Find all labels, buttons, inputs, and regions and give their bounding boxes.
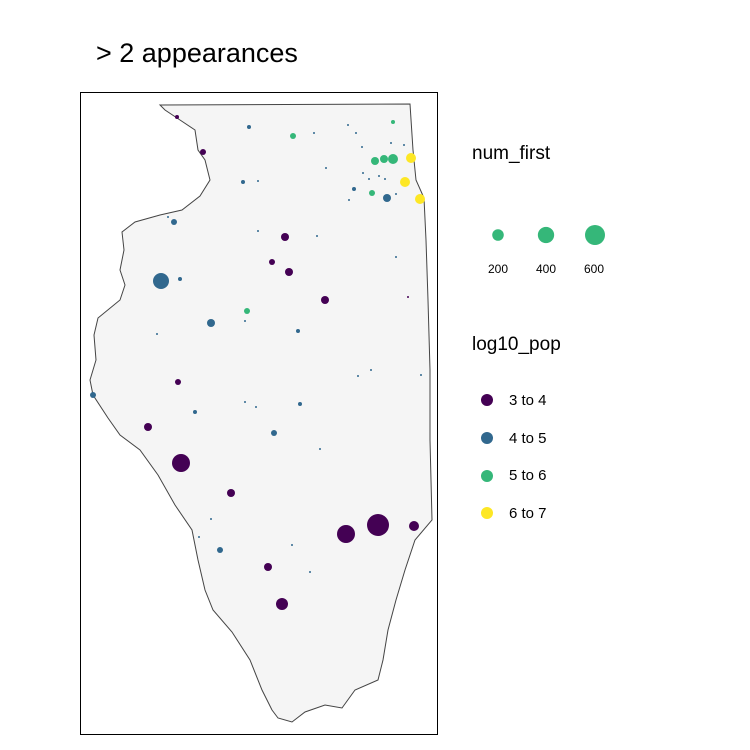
city-point [368, 178, 370, 180]
city-point [348, 199, 350, 201]
color-legend-label: 4 to 5 [509, 430, 547, 447]
city-point [298, 402, 302, 406]
city-point [316, 235, 318, 237]
city-point [290, 133, 296, 139]
color-legend-swatch [481, 394, 493, 406]
city-point [200, 149, 206, 155]
city-point [244, 308, 250, 314]
city-point [370, 369, 372, 371]
city-point [198, 536, 200, 538]
city-point [281, 233, 289, 241]
city-point [325, 167, 327, 169]
page-title: > 2 appearances [96, 38, 298, 68]
city-point [352, 187, 356, 191]
city-point [217, 547, 223, 553]
city-point [390, 142, 392, 144]
city-point [167, 216, 169, 218]
city-point [171, 219, 177, 225]
city-point [175, 115, 179, 119]
city-point [172, 454, 190, 472]
city-point [285, 268, 293, 276]
city-point [257, 230, 259, 232]
city-point [395, 193, 397, 195]
size-legend-label: 600 [583, 262, 605, 276]
size-legend-circle [492, 229, 504, 241]
city-point [291, 544, 293, 546]
city-point [255, 406, 257, 408]
city-point [319, 448, 321, 450]
color-legend-label: 3 to 4 [509, 392, 547, 409]
city-point [244, 401, 246, 403]
city-point [156, 333, 158, 335]
city-point [415, 194, 425, 204]
size-legend-circle [537, 226, 555, 244]
city-point [383, 194, 391, 202]
city-point [321, 296, 329, 304]
size-legend [492, 225, 605, 245]
size-legend-title: num_first [472, 143, 551, 164]
color-legend-swatch [481, 432, 493, 444]
city-point [420, 374, 422, 376]
city-point [347, 124, 349, 126]
city-point [384, 178, 386, 180]
city-point [257, 180, 259, 182]
city-point [369, 190, 375, 196]
city-point [175, 379, 181, 385]
city-point [400, 177, 410, 187]
city-point [391, 120, 395, 124]
city-point [193, 410, 197, 414]
city-point [269, 259, 275, 265]
city-point [153, 273, 169, 289]
city-point [388, 154, 398, 164]
city-point [380, 155, 388, 163]
city-point [378, 175, 380, 177]
city-point [361, 146, 363, 148]
city-point [337, 525, 355, 543]
city-point [309, 571, 311, 573]
city-point [227, 489, 235, 497]
city-point [403, 144, 405, 146]
city-point [241, 180, 245, 184]
city-point [407, 296, 409, 298]
city-point [247, 125, 251, 129]
city-point [406, 153, 416, 163]
city-point [271, 430, 277, 436]
city-point [210, 518, 212, 520]
city-point [264, 563, 272, 571]
color-legend-label: 5 to 6 [509, 467, 547, 484]
city-point [144, 423, 152, 431]
size-legend-circle [585, 225, 605, 245]
city-point [276, 598, 288, 610]
color-legend-title: log10_pop [472, 334, 561, 355]
city-point [296, 329, 300, 333]
city-point [313, 132, 315, 134]
city-point [371, 157, 379, 165]
city-point [90, 392, 96, 398]
city-point [409, 521, 419, 531]
color-legend-label: 6 to 7 [509, 505, 547, 522]
city-point [244, 320, 246, 322]
city-point [362, 172, 364, 174]
city-point [367, 514, 389, 536]
size-legend-label: 200 [487, 262, 509, 276]
color-legend [481, 394, 493, 519]
color-legend-swatch [481, 507, 493, 519]
city-point [357, 375, 359, 377]
color-legend-swatch [481, 470, 493, 482]
city-point [178, 277, 182, 281]
city-point [395, 256, 397, 258]
illinois-state-outline [89, 103, 433, 723]
city-point [207, 319, 215, 327]
city-point [355, 132, 357, 134]
size-legend-label: 400 [535, 262, 557, 276]
